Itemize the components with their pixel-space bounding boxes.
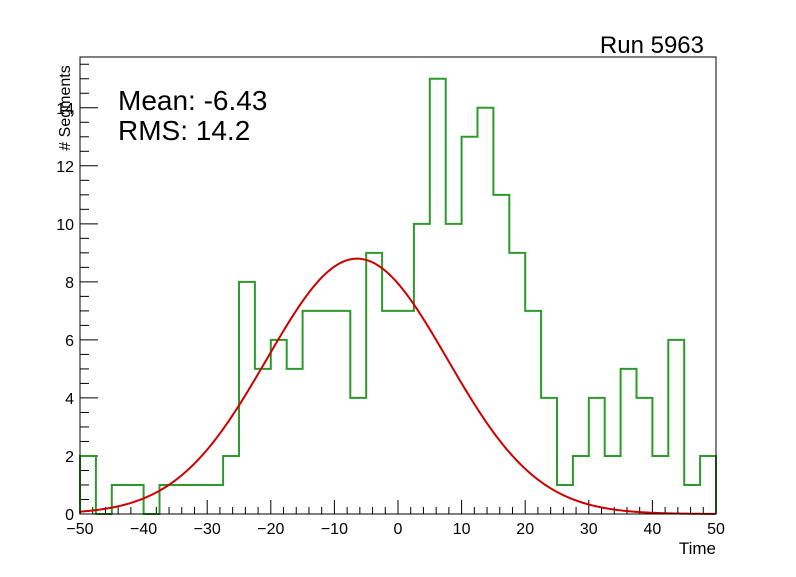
x-tick-label: −40 xyxy=(130,521,157,538)
histogram-bars xyxy=(79,77,717,515)
histogram-bin xyxy=(478,108,494,514)
histogram-bin xyxy=(319,311,335,514)
histogram-bin xyxy=(605,456,621,514)
histogram-bin xyxy=(637,398,653,514)
x-tick-label: 50 xyxy=(707,521,725,538)
x-tick-label: −50 xyxy=(66,521,93,538)
chart-title: Run 5963 xyxy=(600,32,704,59)
histogram-bin xyxy=(493,195,509,514)
histogram-bin xyxy=(573,456,589,514)
histogram-bin xyxy=(223,456,239,514)
y-tick-label: 14 xyxy=(56,101,74,118)
plot-frame xyxy=(79,56,717,515)
histogram-bin xyxy=(525,311,541,514)
y-axis-label: # Segments xyxy=(57,65,74,150)
y-tick-label: 2 xyxy=(65,449,74,466)
histogram-bin xyxy=(684,485,700,514)
stats-mean: Mean: -6.43 xyxy=(118,85,267,116)
histogram-bin xyxy=(334,311,350,514)
y-tick-label: 4 xyxy=(65,391,74,408)
gaussian-fit xyxy=(79,257,716,515)
histogram-outline xyxy=(79,77,717,515)
x-tick-label: 40 xyxy=(644,521,662,538)
histogram-bin xyxy=(239,282,255,514)
histogram-bin xyxy=(414,224,430,514)
histogram-bin xyxy=(271,340,287,514)
x-axis-label: Time xyxy=(679,539,716,558)
fit-curve xyxy=(79,257,716,515)
x-tick-label: 20 xyxy=(516,521,534,538)
x-tick-label: −20 xyxy=(257,521,284,538)
histogram-bin xyxy=(112,485,128,514)
x-tick-label: 0 xyxy=(394,521,403,538)
x-tick-label: 10 xyxy=(453,521,471,538)
histogram-bin xyxy=(303,311,319,514)
histogram-bin xyxy=(541,398,557,514)
histogram-bin xyxy=(509,253,525,514)
histogram-bin xyxy=(80,456,96,514)
tick-labels: −50 −40 −30 −20 −10 0 10 20 30 40 50 0 2 4 6 8 10 12 14 xyxy=(56,101,725,538)
histogram-bin xyxy=(462,137,478,514)
axis-ticks xyxy=(79,63,717,515)
histogram-bin xyxy=(700,456,716,514)
histogram-bin xyxy=(652,456,668,514)
y-tick-label: 12 xyxy=(56,159,74,176)
histogram-bin xyxy=(430,79,446,514)
histogram-bin xyxy=(191,485,207,514)
histogram-bin xyxy=(382,311,398,514)
histogram-bin xyxy=(557,485,573,514)
histogram-bin xyxy=(255,369,271,514)
histogram-bin xyxy=(589,398,605,514)
y-tick-label: 6 xyxy=(65,333,74,350)
histogram-bin xyxy=(366,253,382,514)
x-tick-label: −10 xyxy=(321,521,348,538)
y-tick-label: 8 xyxy=(65,275,74,292)
histogram-bin xyxy=(287,369,303,514)
stats-rms: RMS: 14.2 xyxy=(118,115,250,146)
y-tick-label: 10 xyxy=(56,217,74,234)
histogram-bin xyxy=(621,369,637,514)
histogram-bin xyxy=(350,398,366,514)
histogram-bin xyxy=(398,311,414,514)
x-tick-label: 30 xyxy=(580,521,598,538)
histogram-bin xyxy=(175,485,191,514)
y-tick-label: 0 xyxy=(65,507,74,524)
histogram-bin xyxy=(207,485,223,514)
x-tick-label: −30 xyxy=(194,521,221,538)
histogram-bin xyxy=(668,340,684,514)
